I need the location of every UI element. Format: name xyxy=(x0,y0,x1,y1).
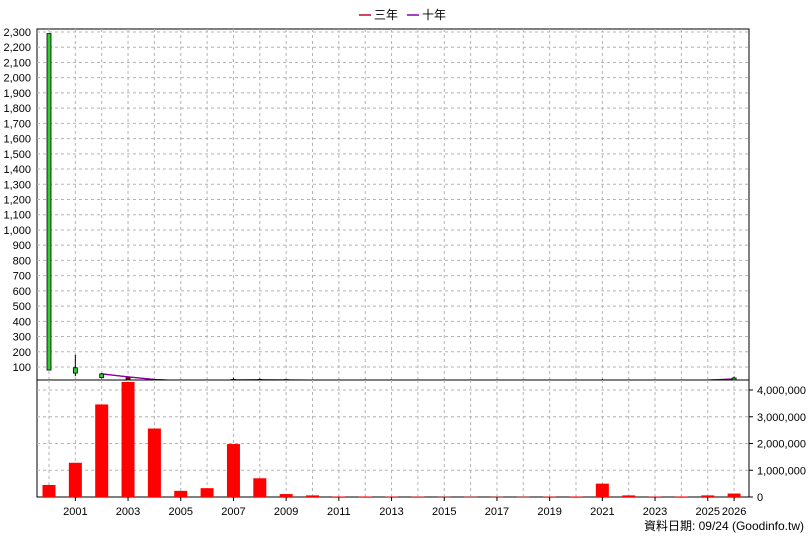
x-tick-label: 2011 xyxy=(327,506,351,518)
price-y-tick-label: 1,900 xyxy=(3,88,31,100)
x-tick-label: 2009 xyxy=(274,506,298,518)
x-tick-label: 2005 xyxy=(169,506,193,518)
legend-label-ten-year: 十年 xyxy=(422,8,446,22)
volume-bar xyxy=(174,490,188,497)
legend: 三年 十年 xyxy=(359,8,446,22)
price-y-tick-label: 400 xyxy=(13,316,31,328)
price-y-tick-label: 1,400 xyxy=(3,164,31,176)
volume-y-tick-label: 0 xyxy=(757,492,763,504)
candle-body xyxy=(72,367,78,374)
x-tick-label: 2019 xyxy=(537,506,561,518)
price-y-tick-label: 1,000 xyxy=(3,225,31,237)
volume-bar xyxy=(279,494,293,497)
price-y-tick-label: 100 xyxy=(13,362,31,374)
legend-label-three-year: 三年 xyxy=(374,8,398,22)
price-y-tick-label: 500 xyxy=(13,301,31,313)
volume-bar xyxy=(595,483,609,497)
price-y-tick-label: 1,200 xyxy=(3,195,31,207)
x-tick-label: 2023 xyxy=(643,506,667,518)
volume-bar xyxy=(674,496,688,497)
volume-bar xyxy=(543,496,557,498)
volume-bar xyxy=(464,496,478,498)
x-tick-label: 2025 xyxy=(696,506,720,518)
volume-y-tick-label: 3,000,000 xyxy=(757,412,806,424)
price-y-tick-label: 1,600 xyxy=(3,134,31,146)
volume-plot-area xyxy=(36,379,750,498)
x-tick-label: 2013 xyxy=(379,506,403,518)
x-tick-label: 2003 xyxy=(116,506,140,518)
candle-body xyxy=(99,373,105,379)
price-y-tick-label: 1,800 xyxy=(3,103,31,115)
price-y-tick-label: 1,300 xyxy=(3,179,31,191)
x-tick-label: 2001 xyxy=(63,506,87,518)
price-y-tick-label: 600 xyxy=(13,286,31,298)
volume-bar xyxy=(648,496,662,498)
price-y-tick-label: 2,300 xyxy=(3,27,31,39)
volume-bar xyxy=(727,493,741,497)
price-y-tick-label: 2,000 xyxy=(3,73,31,85)
price-y-tick-label: 300 xyxy=(13,332,31,344)
volume-bar xyxy=(569,496,583,497)
volume-bar xyxy=(385,496,399,498)
price-y-tick-label: 1,100 xyxy=(3,210,31,222)
price-y-tick-label: 700 xyxy=(13,271,31,283)
volume-y-tick-label: 4,000,000 xyxy=(757,385,806,397)
volume-bar xyxy=(701,495,715,497)
volume-bar xyxy=(147,428,161,497)
volume-bar xyxy=(226,444,240,497)
volume-bar xyxy=(332,496,346,497)
volume-bar xyxy=(411,496,425,498)
volume-panel: 0 1,000,000 2,000,000 3,000,000 4,000,000 200… xyxy=(36,379,806,518)
volume-bar xyxy=(253,478,267,497)
price-y-tick-label: 2,200 xyxy=(3,42,31,54)
volume-y-tick-label: 2,000,000 xyxy=(757,439,806,451)
volume-bar xyxy=(437,496,451,498)
x-tick-label: 2017 xyxy=(485,506,509,518)
volume-bar xyxy=(490,496,504,498)
price-y-tick-label: 2,100 xyxy=(3,57,31,69)
volume-bar xyxy=(306,495,319,497)
volume-bar xyxy=(42,484,56,497)
volume-bar xyxy=(358,496,372,497)
price-panel: 100 200 300 400 500 600 700 800 900 1,000 1,100 1,2… xyxy=(3,27,750,383)
candle-body xyxy=(46,33,52,371)
x-tick-label: 2021 xyxy=(590,506,614,518)
volume-bar xyxy=(121,381,135,497)
volume-bar xyxy=(622,495,636,497)
price-y-tick-label: 900 xyxy=(13,240,31,252)
footer-source: 資料日期: 09/24 (Goodinfo.tw) xyxy=(644,519,804,533)
price-y-tick-label: 800 xyxy=(13,255,31,267)
x-tick-label: 2015 xyxy=(432,506,456,518)
volume-y-tick-label: 1,000,000 xyxy=(757,465,806,477)
volume-bar xyxy=(95,404,109,497)
price-y-tick-label: 1,500 xyxy=(3,149,31,161)
x-tick-label: 2026 xyxy=(722,506,746,518)
volume-bar xyxy=(68,462,82,497)
x-tick-label: 2007 xyxy=(221,506,245,518)
price-y-tick-label: 200 xyxy=(13,347,31,359)
price-plot-area xyxy=(36,28,750,381)
volume-bar xyxy=(516,496,530,498)
volume-bar xyxy=(200,488,214,497)
price-y-tick-label: 1,700 xyxy=(3,118,31,130)
